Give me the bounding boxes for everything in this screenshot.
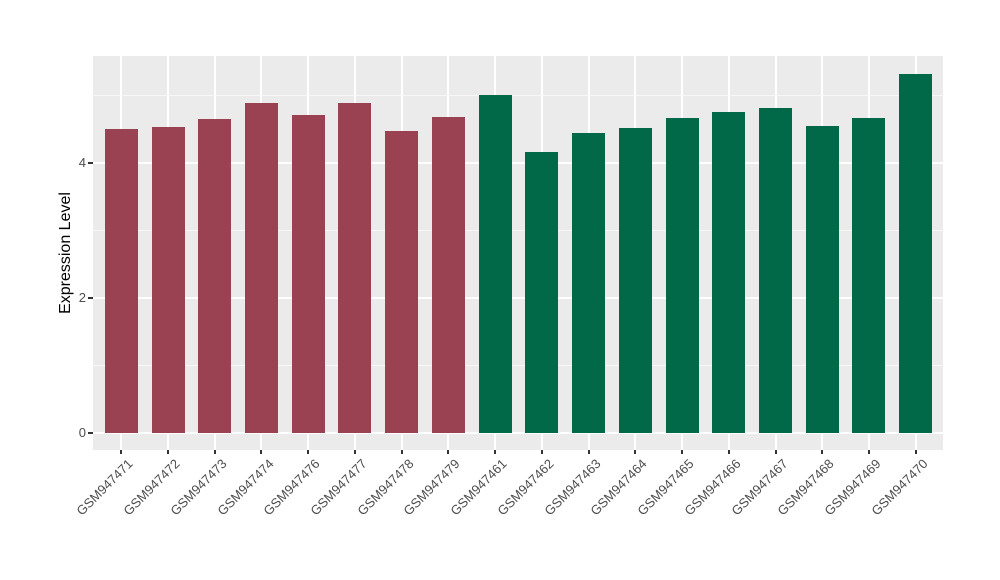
bar-GSM947466 (712, 111, 746, 433)
x-tick (260, 450, 263, 454)
y-tick (88, 161, 93, 164)
x-tick (867, 450, 870, 454)
bar-GSM947465 (665, 117, 699, 433)
bar-GSM947474 (244, 103, 278, 433)
x-tick (774, 450, 777, 454)
bar-GSM947462 (525, 151, 559, 433)
bar-GSM947476 (291, 114, 325, 433)
bar-GSM947470 (899, 74, 933, 433)
x-tick (213, 450, 216, 454)
bar-GSM947471 (104, 129, 138, 433)
y-gridline-major (93, 296, 943, 299)
bar-GSM947479 (431, 117, 465, 433)
bar-GSM947467 (759, 107, 793, 433)
y-tick (88, 296, 93, 299)
x-tick (821, 450, 824, 454)
x-tick (400, 450, 403, 454)
plot-panel (93, 56, 943, 450)
bar-GSM947464 (618, 128, 652, 433)
y-gridline-minor (93, 364, 943, 366)
x-tick (540, 450, 543, 454)
y-gridline-major (93, 432, 943, 434)
x-tick (447, 450, 450, 454)
x-tick (353, 450, 356, 454)
y-tick (88, 432, 93, 434)
x-tick (494, 450, 497, 454)
x-tick (167, 450, 170, 454)
bar-GSM947469 (852, 117, 886, 433)
x-tick (681, 450, 684, 454)
y-tick-label: 2 (78, 289, 86, 305)
bar-GSM947463 (572, 132, 606, 433)
x-tick (120, 450, 123, 454)
x-tick (587, 450, 590, 454)
bar-GSM947473 (198, 118, 232, 433)
bar-GSM947478 (385, 130, 419, 433)
x-tick (914, 450, 917, 454)
x-tick (307, 450, 310, 454)
bar-GSM947472 (151, 127, 185, 433)
bar-GSM947461 (478, 95, 512, 433)
y-gridline-major (93, 161, 943, 164)
y-gridline-minor (93, 94, 943, 96)
y-gridline-minor (93, 229, 943, 231)
y-axis-title: Expression Level (57, 192, 74, 314)
x-tick (634, 450, 637, 454)
y-tick-label: 0 (78, 425, 86, 440)
bar-GSM947468 (805, 126, 839, 433)
y-tick-label: 4 (78, 154, 86, 170)
bar-GSM947477 (338, 103, 372, 433)
x-tick (727, 450, 730, 454)
